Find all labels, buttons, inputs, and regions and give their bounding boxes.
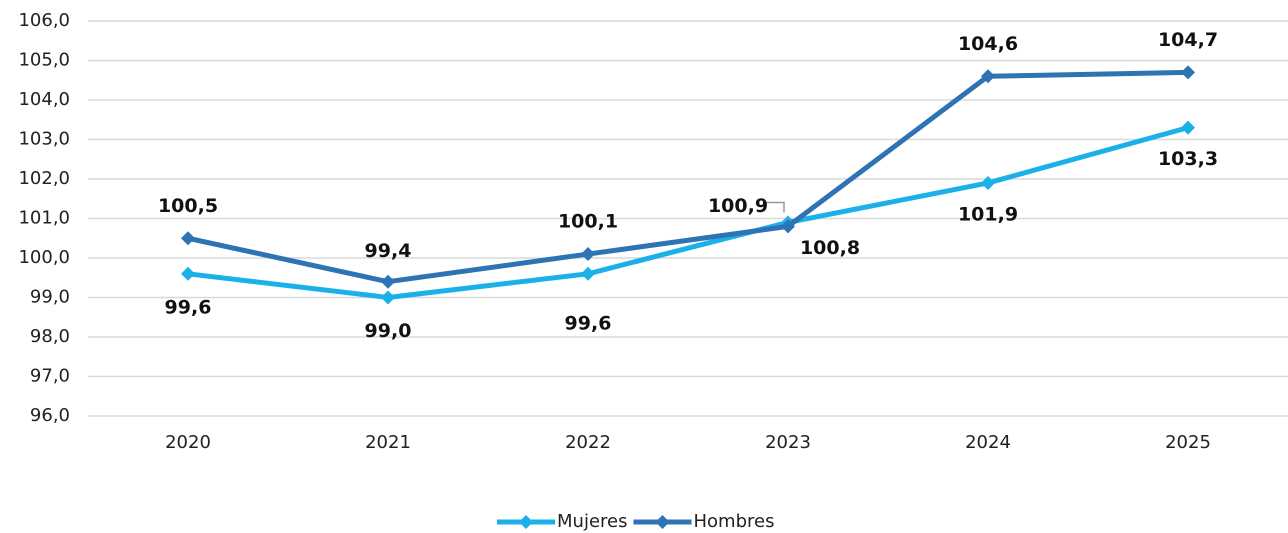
data-label: 100,1 <box>558 211 618 233</box>
y-tick-label: 104,0 <box>18 89 70 110</box>
data-label: 103,3 <box>1158 148 1218 170</box>
data-label: 100,5 <box>158 195 218 217</box>
leader-line <box>766 201 785 213</box>
x-tick-label: 2022 <box>565 432 611 453</box>
series-line <box>187 69 1189 285</box>
data-label: 99,0 <box>365 320 412 342</box>
point-marker <box>381 290 395 305</box>
data-label: 99,6 <box>165 296 212 318</box>
y-tick-label: 98,0 <box>30 326 70 347</box>
y-tick-label: 97,0 <box>30 366 70 387</box>
data-label: 104,7 <box>1158 29 1218 51</box>
point-marker <box>1181 120 1195 135</box>
x-tick-label: 2021 <box>365 432 411 453</box>
point-marker <box>981 175 995 190</box>
data-label: 101,9 <box>958 203 1018 225</box>
x-tick-label: 2023 <box>765 432 811 453</box>
x-tick-label: 2024 <box>965 432 1011 453</box>
y-tick-label: 105,0 <box>18 50 70 71</box>
y-tick-label: 106,0 <box>18 10 70 31</box>
point-marker <box>181 266 195 281</box>
point-marker <box>781 219 795 234</box>
point-marker <box>1181 65 1195 80</box>
data-label: 100,8 <box>800 237 860 259</box>
y-tick-label: 96,0 <box>30 405 70 426</box>
y-tick-label: 100,0 <box>18 247 70 268</box>
data-label: 99,4 <box>365 240 412 262</box>
x-tick-label: 2025 <box>1165 432 1211 453</box>
point-marker <box>581 266 595 281</box>
x-tick-label: 2020 <box>165 432 211 453</box>
point-marker <box>181 231 195 246</box>
y-tick-label: 102,0 <box>18 168 70 189</box>
point-marker <box>581 247 595 262</box>
y-tick-label: 99,0 <box>30 287 70 308</box>
series-line <box>187 125 1189 300</box>
data-label: 99,6 <box>565 312 612 334</box>
data-label: 100,9 <box>708 195 768 217</box>
point-marker <box>381 274 395 289</box>
legend-marker <box>519 515 533 529</box>
y-tick-label: 103,0 <box>18 129 70 150</box>
legend-marker <box>655 515 670 529</box>
legend-label: Hombres <box>693 511 774 532</box>
point-marker <box>981 69 995 84</box>
legend-label: Mujeres <box>557 511 627 532</box>
data-label: 104,6 <box>958 33 1018 55</box>
y-tick-label: 101,0 <box>18 208 70 229</box>
